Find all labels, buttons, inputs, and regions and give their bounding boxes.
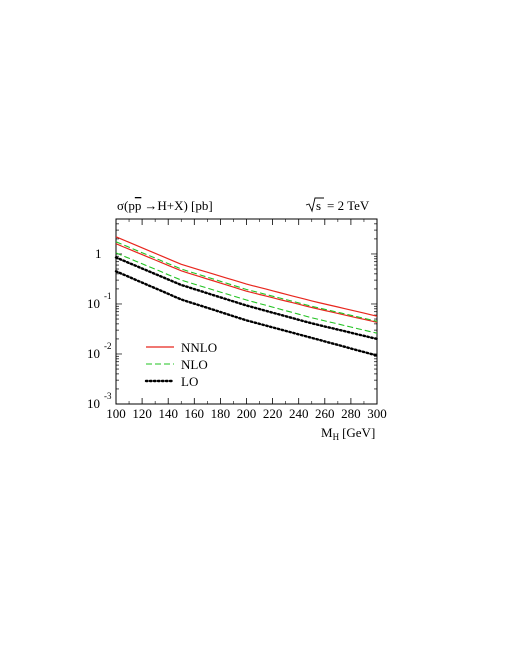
sqrt-argument: s [316, 198, 321, 213]
y-tick-exponent: -3 [104, 391, 112, 401]
axis-tick-labels: 100 120 140 160 180 200 220 240 260 280 300 1 10 -1 10… [87, 246, 387, 421]
title-rest: H+X) [pb] [157, 198, 212, 213]
x-tick-label: 160 [185, 406, 205, 421]
x-tick-label: 300 [367, 406, 387, 421]
x-tick-label: 240 [289, 406, 309, 421]
y-tick-label: 10 -1 [87, 291, 112, 311]
series-lines [114, 236, 379, 357]
series-line-NLO [115, 241, 378, 322]
chart-title-right: s = 2 TeV [305, 197, 370, 213]
series-line-band [115, 252, 378, 334]
y-tick-label: 1 [95, 246, 102, 261]
axis-ticks [115, 218, 378, 405]
legend: NNLO NLO LO [144, 340, 217, 389]
x-tick-label: 200 [237, 406, 257, 421]
y-tick-exponent: -2 [104, 341, 112, 351]
series-line-LO [114, 256, 379, 341]
x-axis-label-sub: H [333, 432, 340, 442]
x-tick-label: 120 [132, 406, 152, 421]
y-tick-exponent: -1 [104, 291, 112, 301]
chart-title-left: σ(pp →H+X) [pb] [117, 198, 213, 213]
y-tick-label: 10 -2 [87, 341, 112, 361]
legend-label: NLO [181, 357, 208, 372]
legend-label: NNLO [181, 340, 217, 355]
title-sigma: σ(p [117, 198, 135, 213]
series-line-band [114, 270, 379, 357]
x-tick-label: 260 [315, 406, 335, 421]
x-axis-label-unit: [GeV] [342, 425, 375, 440]
sqrt-sign [305, 197, 324, 213]
legend-label: LO [181, 374, 198, 389]
x-tick-label: 140 [158, 406, 178, 421]
x-axis-label-main: M [321, 425, 333, 440]
title-pbar: p [135, 198, 142, 213]
x-tick-label: 100 [106, 406, 126, 421]
x-tick-label: 180 [211, 406, 231, 421]
x-tick-label: 220 [263, 406, 283, 421]
energy-label: = 2 TeV [327, 198, 370, 213]
title-arrow: → [144, 198, 157, 213]
plot-frame [115, 218, 378, 405]
series-line-band [115, 243, 378, 323]
x-tick-label: 280 [341, 406, 361, 421]
x-axis-label: MH [GeV] [321, 425, 375, 442]
series-line-NNLO [115, 236, 378, 317]
